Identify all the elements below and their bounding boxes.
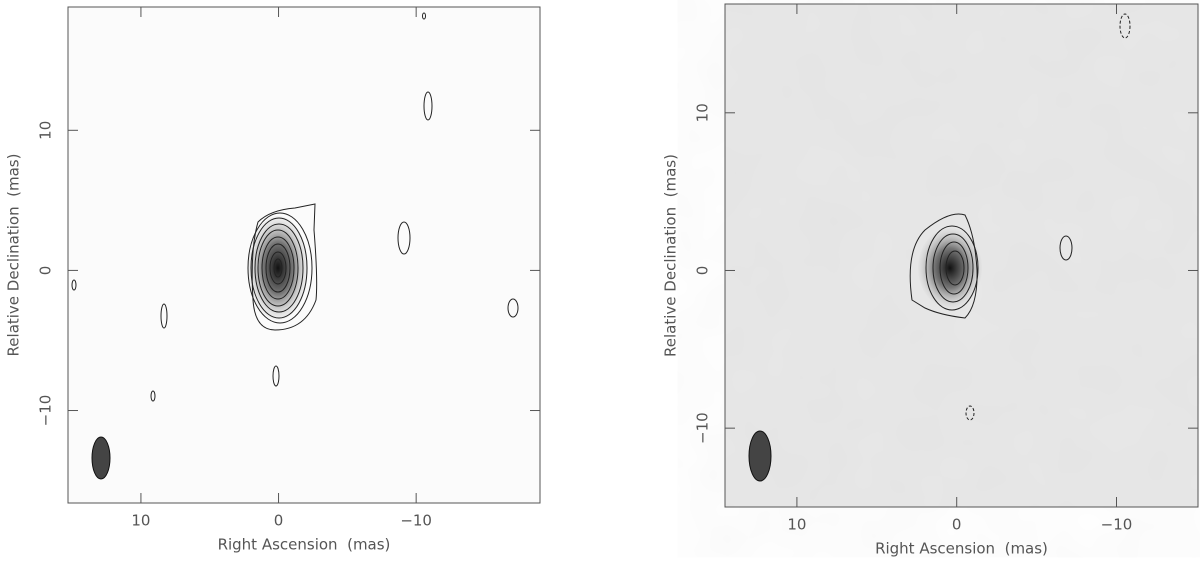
x-tick-label: 0 <box>952 516 962 534</box>
contour <box>71 279 77 291</box>
plot-frame <box>724 3 1199 508</box>
y-tick-label: 10 <box>694 103 712 122</box>
y-tick-label: −10 <box>694 412 712 444</box>
plot-frame <box>67 6 541 504</box>
contour <box>945 250 965 286</box>
contour <box>150 390 156 402</box>
x-tick-label: 0 <box>274 512 284 530</box>
contour <box>250 217 308 319</box>
contour <box>254 223 304 313</box>
x-tick-label: 10 <box>787 516 806 534</box>
y-axis-label: Relative Declination (mas) <box>5 154 23 357</box>
contour <box>909 213 978 319</box>
contour <box>273 258 283 278</box>
x-tick-label: −10 <box>1101 516 1133 534</box>
contour <box>261 236 295 300</box>
y-tick-label: 0 <box>694 266 712 276</box>
y-tick-label: 10 <box>37 121 55 140</box>
x-axis-label: Right Ascension (mas) <box>875 540 1048 558</box>
beam <box>748 430 772 482</box>
y-tick-label: −10 <box>37 395 55 427</box>
contour <box>507 298 519 318</box>
beam <box>91 436 111 480</box>
contour <box>422 12 426 20</box>
x-tick-label: 10 <box>131 512 150 530</box>
contour <box>925 225 979 311</box>
contour <box>160 303 168 329</box>
contour <box>251 203 318 331</box>
contour <box>257 229 299 307</box>
contour <box>1059 235 1073 261</box>
emission <box>248 216 308 320</box>
contour <box>265 243 291 293</box>
contour <box>1119 13 1131 39</box>
y-axis-label: Relative Declination (mas) <box>662 154 680 357</box>
contour <box>269 251 287 285</box>
contour <box>939 241 969 295</box>
contour <box>423 91 433 121</box>
contour <box>397 221 411 255</box>
contour <box>932 233 974 303</box>
x-axis-label: Right Ascension (mas) <box>218 536 391 554</box>
contour <box>247 212 313 324</box>
emission <box>918 228 982 308</box>
x-tick-label: −10 <box>400 512 432 530</box>
contour <box>965 405 975 421</box>
contour <box>272 365 280 387</box>
contours-right <box>748 13 1131 482</box>
contours-left <box>71 12 519 480</box>
y-tick-label: 0 <box>37 266 55 276</box>
